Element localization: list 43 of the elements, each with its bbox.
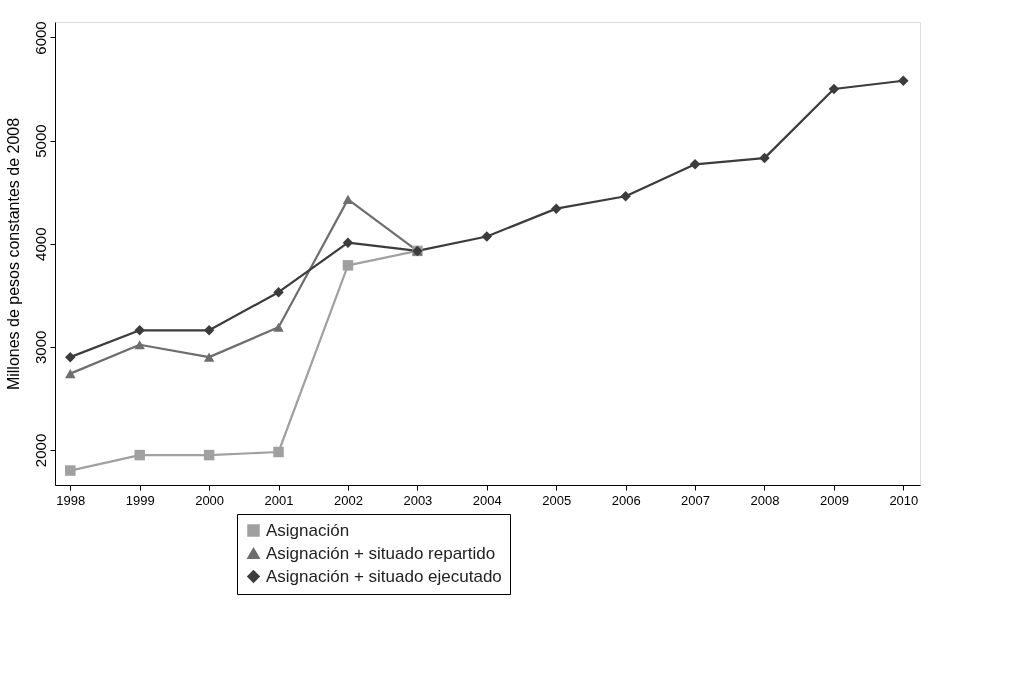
point	[828, 83, 840, 95]
point	[689, 159, 701, 170]
legend-label: Asignación + situado ejecutado	[266, 566, 502, 586]
y-tick-label: 3000	[31, 330, 49, 365]
point	[134, 449, 145, 461]
x-tick-label: 1999	[125, 492, 155, 508]
x-tick-label: 2010	[889, 492, 919, 508]
point	[342, 260, 354, 271]
x-tick-label: 2002	[334, 492, 363, 508]
point	[759, 152, 770, 164]
x-tick-label: 2008	[750, 492, 780, 508]
point	[620, 191, 631, 202]
point	[65, 465, 76, 476]
y-tick-label: 4000	[31, 227, 49, 261]
point	[481, 231, 493, 242]
x-tick-label: 2007	[681, 492, 711, 508]
point	[342, 237, 354, 248]
x-tick-label: 2009	[819, 492, 849, 508]
point	[898, 75, 909, 87]
x-tick-label: 2006	[611, 492, 641, 508]
legend-label: Asignación + situado repartido	[266, 543, 496, 563]
x-tick-label: 2003	[403, 492, 433, 508]
point	[273, 322, 284, 332]
point	[203, 352, 215, 362]
point	[550, 203, 562, 214]
point	[273, 446, 284, 458]
x-tick-label: 2000	[195, 492, 225, 508]
x-tick-label: 2005	[542, 492, 572, 508]
y-tick-label: 5000	[31, 124, 49, 158]
y-axis-title: Millones de pesos constantes de 2008	[4, 117, 22, 391]
point	[203, 325, 215, 336]
point	[134, 325, 145, 336]
x-tick-label: 2001	[264, 492, 294, 508]
x-tick-label: 1998	[56, 492, 86, 508]
x-tick-label: 2004	[472, 492, 502, 508]
point	[273, 286, 284, 298]
y-tick-label: 2000	[31, 433, 49, 468]
legend-label: Asignación	[266, 520, 350, 540]
point	[65, 369, 76, 379]
y-tick-label: 6000	[31, 21, 49, 55]
point	[203, 449, 215, 461]
point	[65, 351, 76, 363]
point	[134, 340, 145, 350]
